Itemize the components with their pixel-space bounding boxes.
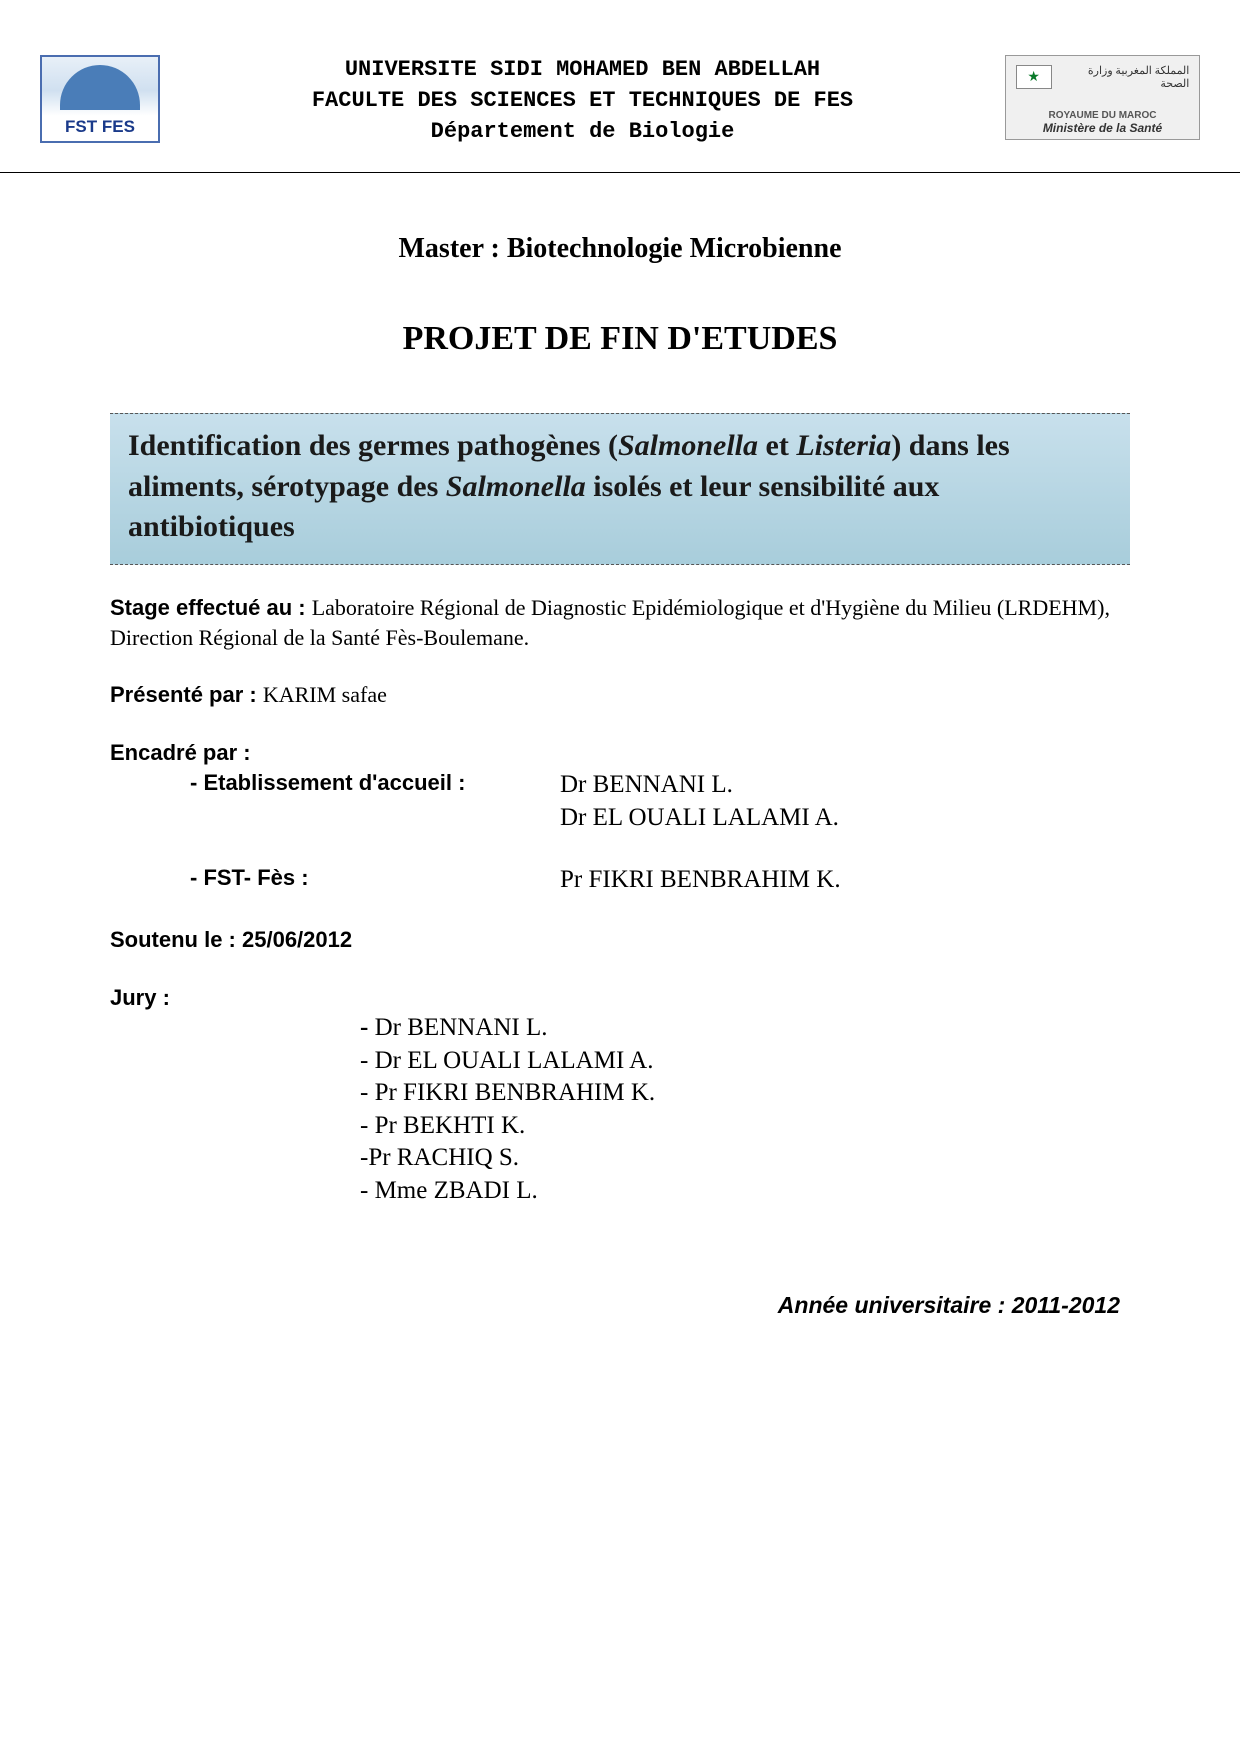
header-title-block: UNIVERSITE SIDI MOHAMED BEN ABDELLAH FAC…: [160, 55, 1005, 147]
presente-block: Présenté par : KARIM safae: [110, 680, 1130, 710]
master-line: Master : Biotechnologie Microbienne: [110, 233, 1130, 265]
flag-icon: ★: [1016, 65, 1052, 89]
page-header: FST FES UNIVERSITE SIDI MOHAMED BEN ABDE…: [0, 0, 1240, 147]
logo-right-arabic: المملكة المغربية وزارة الصحة: [1060, 64, 1190, 90]
jury-label: Jury :: [110, 983, 1130, 1013]
jury-name: Pr RACHIQ S.: [368, 1144, 519, 1171]
jury-name: Mme ZBADI L.: [375, 1177, 538, 1204]
faculty-bold: FES: [814, 88, 854, 113]
academic-year: Année universitaire : 2011-2012: [110, 1292, 1130, 1319]
encadre-fst-row: - FST- Fès : Pr FIKRI BENBRAHIM K.: [190, 863, 1130, 897]
encadre-etab-label: - Etablissement d'accueil :: [190, 768, 560, 802]
projet-line: PROJET DE FIN D'ETUDES: [110, 320, 1130, 358]
jury-item: - Pr BEKHTI K.: [360, 1110, 1130, 1143]
faculty-name: FACULTE DES SCIENCES ET TECHNIQUES DE FE…: [180, 86, 985, 117]
encadre-label: Encadré par :: [110, 738, 1130, 768]
presente-value: KARIM safae: [263, 682, 387, 707]
encadre-fst-label: - FST- Fès :: [190, 863, 560, 897]
jury-dash: -: [360, 1112, 375, 1139]
jury-name: Dr EL OUALI LALAMI A.: [375, 1047, 654, 1074]
jury-name: Pr BEKHTI K.: [375, 1112, 526, 1139]
jury-block: Jury : - Dr BENNANI L. - Dr EL OUALI LAL…: [110, 983, 1130, 1208]
jury-dash: -: [360, 1079, 375, 1106]
title-italic2: Listeria: [796, 429, 891, 462]
soutenu-label: Soutenu le :: [110, 927, 242, 952]
university-name: UNIVERSITE SIDI MOHAMED BEN ABDELLAH: [180, 55, 985, 86]
jury-item: -Pr RACHIQ S.: [360, 1142, 1130, 1175]
soutenu-block: Soutenu le : 25/06/2012: [110, 925, 1130, 955]
jury-name: Dr BENNANI L.: [375, 1014, 548, 1041]
logo-right-line1: ROYAUME DU MAROC: [1049, 110, 1157, 121]
soutenu-value: 25/06/2012: [242, 927, 352, 952]
jury-name: Pr FIKRI BENBRAHIM K.: [375, 1079, 656, 1106]
jury-item: - Dr BENNANI L.: [360, 1012, 1130, 1045]
encadre-fst-val: Pr FIKRI BENBRAHIM K.: [560, 863, 841, 897]
thesis-title-box: Identification des germes pathogènes (Sa…: [110, 413, 1130, 565]
jury-dash: -: [360, 1047, 375, 1074]
title-part1: Identification des germes pathogènes (: [128, 429, 618, 462]
logo-left-text: FST FES: [65, 117, 135, 137]
logo-right-line2: Ministère de la Santé: [1043, 121, 1162, 135]
encadre-etab-val1: Dr BENNANI L.: [560, 768, 733, 802]
spacer: [110, 835, 1130, 863]
jury-list: - Dr BENNANI L. - Dr EL OUALI LALAMI A. …: [360, 1012, 1130, 1207]
jury-dash: -: [360, 1177, 375, 1204]
encadre-block: Encadré par : - Etablissement d'accueil …: [110, 738, 1130, 897]
stage-label: Stage effectué au :: [110, 595, 312, 620]
jury-item: - Dr EL OUALI LALAMI A.: [360, 1045, 1130, 1078]
logo-right-top-row: ★ المملكة المغربية وزارة الصحة: [1016, 64, 1190, 90]
encadre-etab-val2: Dr EL OUALI LALAMI A.: [560, 801, 1130, 835]
jury-item: - Pr FIKRI BENBRAHIM K.: [360, 1077, 1130, 1110]
main-content: Master : Biotechnologie Microbienne PROJ…: [0, 173, 1240, 1319]
title-part2: et: [758, 429, 796, 462]
logo-ministere-sante: ★ المملكة المغربية وزارة الصحة ROYAUME D…: [1005, 55, 1200, 140]
title-italic3: Salmonella: [446, 470, 586, 503]
department-name: Département de Biologie: [180, 117, 985, 148]
faculty-prefix: FACULTE DES SCIENCES ET TECHNIQUES DE: [312, 88, 814, 113]
jury-item: - Mme ZBADI L.: [360, 1175, 1130, 1208]
logo-fst-fes: FST FES: [40, 55, 160, 143]
jury-dash: -: [360, 1014, 375, 1041]
presente-label: Présenté par :: [110, 682, 263, 707]
stage-block: Stage effectué au : Laboratoire Régional…: [110, 593, 1130, 652]
title-italic1: Salmonella: [618, 429, 758, 462]
logo-arch-shape: [60, 65, 140, 110]
encadre-etab-row: - Etablissement d'accueil : Dr BENNANI L…: [190, 768, 1130, 802]
